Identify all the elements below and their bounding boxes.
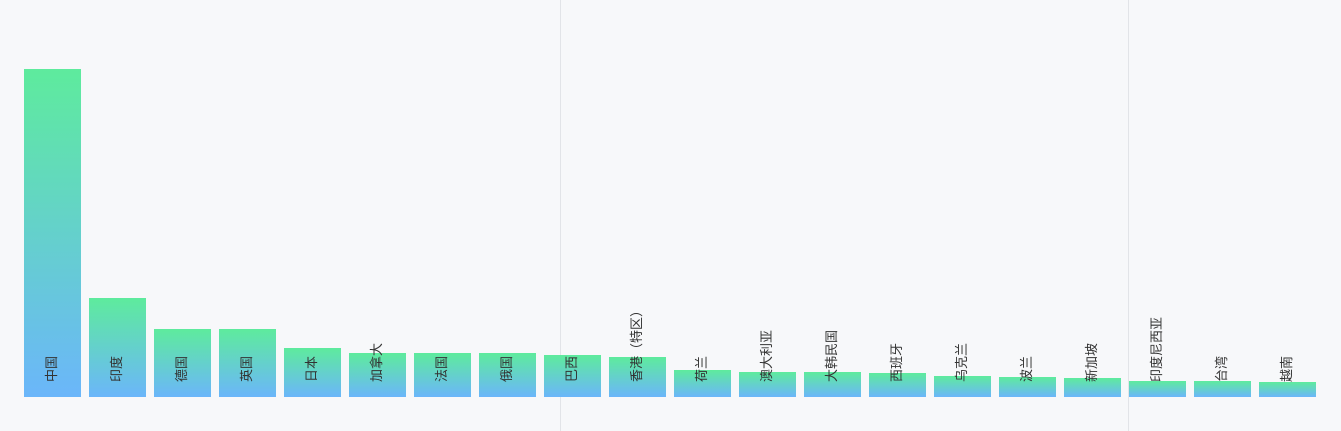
x-tick-label: 乌克兰 (954, 343, 970, 382)
bar (674, 370, 731, 397)
bar (804, 372, 861, 397)
bar (1194, 381, 1251, 397)
x-tick-label: 台湾 (1214, 356, 1230, 382)
bar (869, 373, 926, 397)
bar (414, 353, 471, 397)
x-tick-label: 德国 (175, 356, 190, 382)
x-tick-label: 加拿大 (369, 343, 385, 382)
bar (24, 69, 81, 397)
x-tick-label: 印度 (109, 356, 125, 382)
x-tick-label: 波兰 (1020, 356, 1035, 382)
bar (999, 377, 1056, 397)
x-tick-label: 香港（特区） (630, 304, 645, 382)
x-tick-label: 荷兰 (695, 356, 710, 382)
bar (349, 353, 406, 397)
bar (1259, 382, 1316, 397)
x-tick-label: 大韩民国 (825, 330, 840, 382)
bar (739, 372, 796, 397)
bar (284, 348, 341, 397)
x-tick-label: 日本 (305, 356, 320, 382)
bar (934, 376, 991, 397)
x-tick-label: 俄国 (500, 356, 515, 382)
bar (544, 355, 601, 397)
x-tick-label: 西班牙 (890, 343, 905, 382)
bar (479, 353, 536, 397)
x-tick-label: 澳大利亚 (759, 330, 775, 382)
x-tick-label: 印度尼西亚 (1149, 317, 1165, 382)
bar (1064, 378, 1121, 397)
x-tick-label: 英国 (240, 356, 255, 382)
x-tick-label: 新加坡 (1084, 343, 1100, 382)
x-tick-label: 巴西 (565, 356, 580, 382)
x-tick-label: 法国 (435, 356, 450, 382)
bar (219, 329, 276, 397)
bar (89, 298, 146, 397)
bar (1129, 381, 1186, 397)
x-tick-label: 中国 (45, 356, 60, 382)
x-tick-label: 越南 (1279, 356, 1295, 382)
bar (609, 357, 666, 397)
bar (154, 329, 211, 397)
